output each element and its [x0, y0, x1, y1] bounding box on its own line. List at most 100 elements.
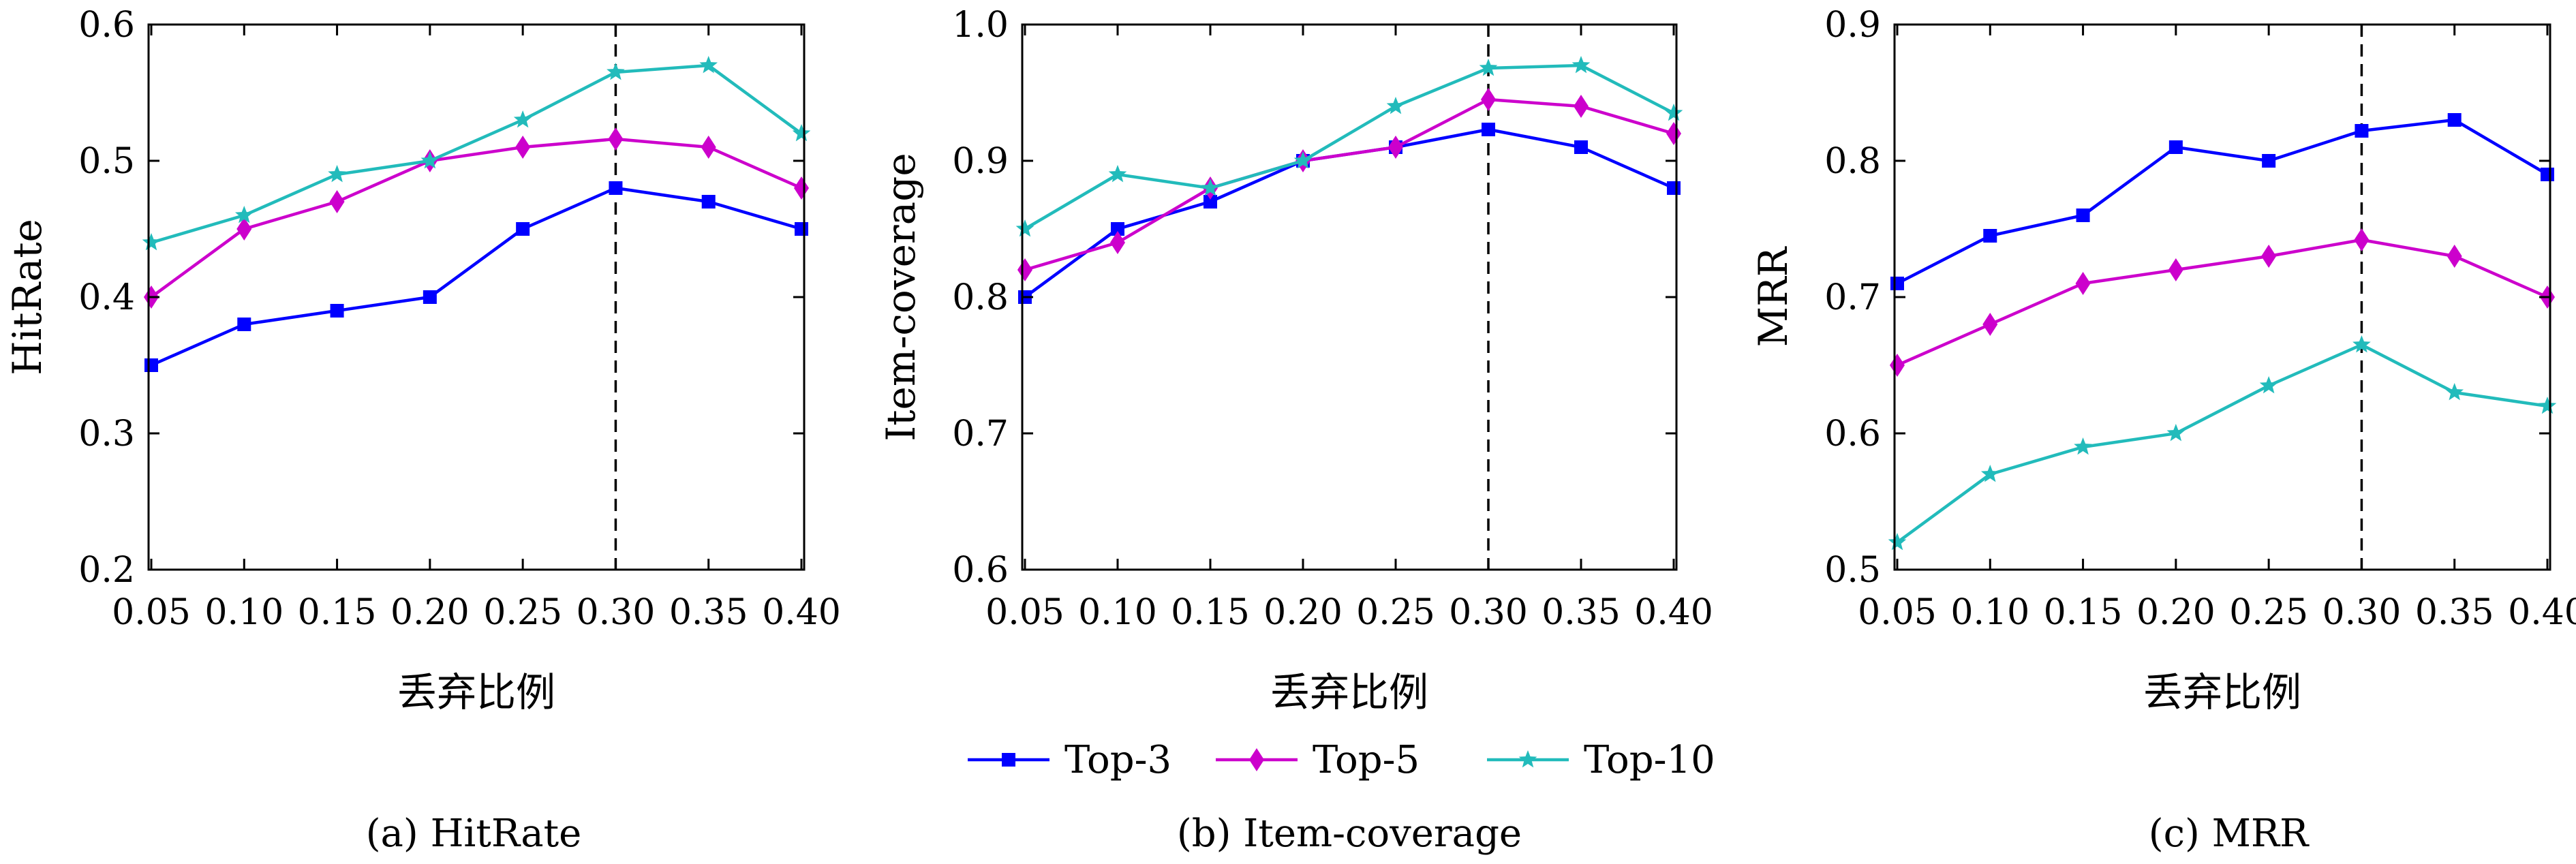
legend-marker-top-10 — [1518, 750, 1537, 768]
series-line-top-5 — [1024, 97, 1674, 272]
chart-panel-2: 0.6 0.7 0.8 0.9 1.0 0.05 0.10 0.15 0.20 0.25 0.30 0… — [878, 5, 1713, 856]
data-point-top-3 — [2355, 124, 2369, 138]
chart-panel-1: 0.2 0.3 0.4 0.5 0.6 0.05 0.10 0.15 0.20 0.25 0.30 0… — [4, 5, 841, 856]
subfigure-caption: (b) Item-coverage — [1177, 812, 1522, 856]
y-tick-label: 1.0 — [952, 5, 1009, 46]
data-point-top-3 — [423, 290, 437, 304]
data-point-top-10 — [2352, 335, 2371, 353]
data-point-top-3 — [1111, 222, 1124, 236]
x-tick-label: 0.20 — [1263, 592, 1343, 633]
legend-marker-top-3 — [1002, 753, 1015, 767]
data-point-top-3 — [2541, 168, 2554, 181]
series-line-top-5 — [150, 137, 802, 298]
data-point-top-5 — [2261, 245, 2277, 268]
chart-panel-3: 0.5 0.6 0.7 0.8 0.9 0.05 0.10 0.15 0.20 0.25 0.30 0… — [1750, 5, 2576, 856]
data-point-top-3 — [1983, 229, 1997, 243]
data-point-top-3 — [2262, 154, 2276, 168]
data-point-top-5 — [701, 136, 716, 159]
y-tick-label: 0.6 — [952, 550, 1009, 591]
data-point-top-10 — [234, 206, 254, 223]
y-tick-label: 0.8 — [952, 277, 1009, 318]
axes-frame — [1893, 23, 2551, 571]
data-point-top-10 — [142, 233, 161, 251]
data-point-top-5 — [515, 136, 531, 159]
data-point-top-3 — [795, 222, 808, 236]
data-point-top-10 — [2445, 383, 2464, 401]
x-tick-label: 0.15 — [2044, 592, 2123, 633]
data-point-top-10 — [699, 56, 718, 74]
x-tick-label: 0.15 — [1171, 592, 1250, 633]
data-point-top-3 — [609, 181, 623, 195]
legend: Top-3 Top-5 Top-10 — [968, 738, 1715, 782]
legend-marker-top-5 — [1249, 748, 1264, 771]
x-tick-label: 0.40 — [1634, 592, 1713, 633]
data-point-top-3 — [2168, 140, 2183, 154]
data-point-top-5 — [1017, 258, 1032, 281]
x-tick-label: 0.10 — [204, 592, 283, 633]
data-point-top-5 — [1982, 313, 1998, 336]
x-tick-label: 0.05 — [985, 592, 1064, 633]
x-tick-label: 0.10 — [1950, 592, 2029, 633]
data-point-top-10 — [1015, 219, 1034, 237]
data-point-top-5 — [1666, 122, 1681, 145]
legend-item-top-10: Top-10 — [1487, 738, 1715, 782]
x-tick-label: 0.40 — [762, 592, 841, 633]
data-point-top-5 — [2447, 245, 2462, 268]
data-point-top-10 — [1664, 104, 1683, 121]
legend-label: Top-10 — [1584, 738, 1715, 782]
data-point-top-5 — [1481, 88, 1496, 111]
x-tick-label: 0.30 — [2322, 592, 2402, 633]
x-tick-label: 0.30 — [1449, 592, 1528, 633]
data-point-top-10 — [1293, 151, 1313, 169]
data-point-top-3 — [701, 195, 716, 209]
x-tick-label: 0.35 — [1542, 592, 1621, 633]
data-point-top-5 — [2168, 258, 2183, 281]
y-axis-label: HitRate — [4, 219, 50, 375]
x-tick-label: 0.05 — [1858, 592, 1937, 633]
x-tick-label: 0.20 — [2136, 592, 2215, 633]
data-point-top-5 — [1110, 231, 1125, 254]
data-point-top-3 — [144, 358, 158, 372]
legend-item-top-3: Top-3 — [968, 738, 1171, 782]
x-tick-label: 0.15 — [298, 592, 377, 633]
series-line-top-10 — [1896, 343, 2548, 544]
data-point-top-10 — [1479, 59, 1498, 76]
x-tick-label: 0.25 — [483, 592, 562, 633]
y-tick-label: 0.8 — [1824, 141, 1881, 182]
data-point-top-5 — [1890, 354, 1905, 377]
chart-panels: 0.20.30.40.50.60.05 0.10 0.15 0.20 0.25 0.30 0… — [4, 5, 2576, 856]
y-tick-label: 0.9 — [1824, 5, 1881, 46]
data-point-top-10 — [513, 110, 532, 128]
data-point-top-10 — [328, 165, 346, 183]
legend-label: Top-3 — [1064, 738, 1171, 782]
data-point-top-5 — [2354, 228, 2370, 251]
x-axis-label: 丢弃比例 — [397, 669, 555, 715]
x-tick-label: 0.25 — [2229, 592, 2308, 633]
x-tick-label: 0.30 — [577, 592, 656, 633]
data-point-top-3 — [1667, 181, 1681, 195]
data-point-top-3 — [237, 318, 251, 331]
data-point-top-10 — [792, 124, 811, 142]
y-tick-label: 0.6 — [1824, 414, 1881, 454]
subfigure-caption: (c) MRR — [2149, 812, 2310, 856]
x-tick-label: 0.20 — [390, 592, 470, 633]
x-tick-label: 0.25 — [1356, 592, 1435, 633]
series-line-top-10 — [1024, 63, 1675, 230]
y-tick-label: 0.9 — [952, 141, 1009, 182]
data-point-top-5 — [608, 127, 624, 151]
data-point-top-5 — [2075, 272, 2091, 295]
data-point-top-3 — [2447, 113, 2462, 127]
legend-label: Top-5 — [1313, 738, 1420, 782]
data-point-top-3 — [1482, 123, 1495, 136]
data-point-top-3 — [1890, 277, 1904, 290]
data-point-top-10 — [1201, 179, 1220, 196]
data-point-top-3 — [330, 304, 344, 318]
legend-item-top-5: Top-5 — [1216, 738, 1420, 782]
data-point-top-10 — [1980, 465, 1999, 482]
y-tick-label: 0.5 — [78, 141, 135, 182]
data-point-top-10 — [1888, 533, 1907, 551]
data-point-top-10 — [1108, 165, 1127, 183]
data-point-top-10 — [1386, 97, 1405, 114]
y-tick-label: 0.5 — [1824, 550, 1881, 591]
y-axis-label: MRR — [1750, 245, 1796, 347]
